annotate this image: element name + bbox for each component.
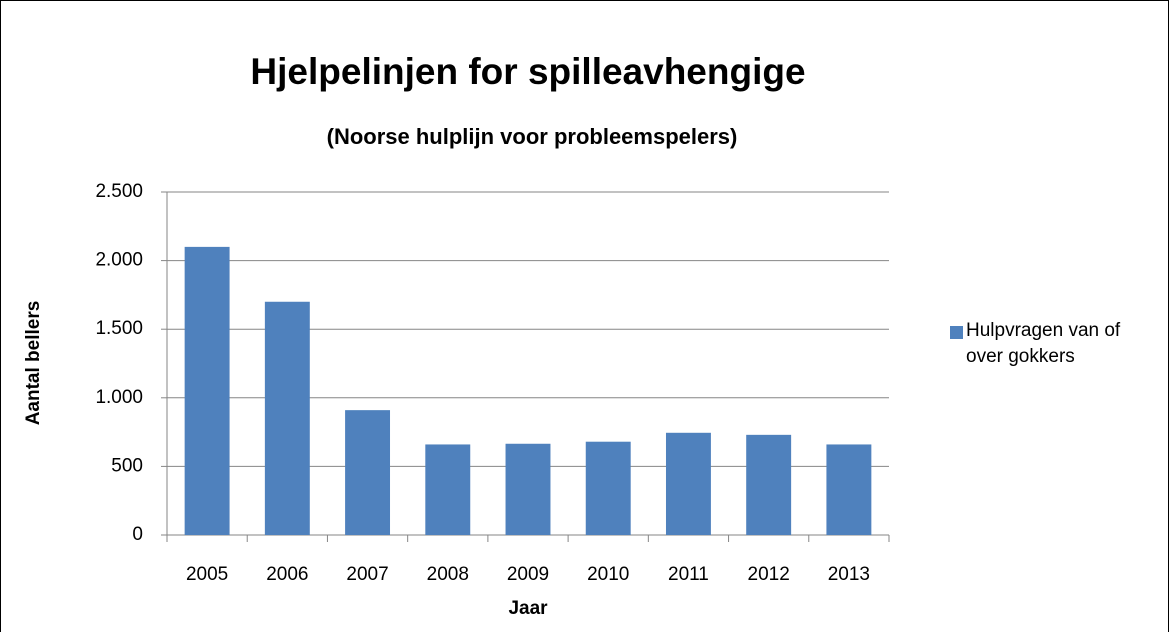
chart-title: Hjelpelinjen for spilleavhengige [250, 51, 805, 92]
bar [746, 434, 792, 535]
y-tick-label: 1.500 [95, 318, 143, 339]
x-tick-label: 2006 [266, 564, 308, 585]
x-tick-label: 2005 [186, 564, 228, 585]
bar [585, 441, 631, 535]
y-tick-label: 500 [111, 455, 143, 476]
y-tick-label: 2.500 [95, 181, 143, 202]
x-tick-label: 2010 [587, 564, 629, 585]
bar [425, 444, 471, 535]
y-tick-label: 0 [132, 524, 143, 545]
x-tick-label: 2008 [427, 564, 469, 585]
legend-label: Hulpvragen van of over gokkers [966, 320, 1121, 367]
x-tick-label: 2009 [507, 564, 549, 585]
bar [345, 410, 391, 535]
bar [826, 444, 872, 535]
y-tick-label: 2.000 [95, 250, 143, 271]
bar [665, 432, 711, 535]
chart-subtitle: (Noorse hulplijn voor probleemspelers) [327, 124, 738, 149]
x-tick-label: 2012 [748, 564, 790, 585]
bar [264, 301, 310, 535]
bar [505, 443, 551, 535]
x-tick-label: 2011 [668, 564, 709, 585]
x-tick-label: 2013 [828, 564, 870, 585]
y-tick-label: 1.000 [95, 387, 143, 408]
x-axis-title: Jaar [508, 598, 548, 619]
y-axis-title: Aantal bellers [23, 301, 44, 426]
legend-swatch [950, 326, 963, 339]
bar [184, 246, 230, 535]
x-tick-label: 2007 [346, 564, 388, 585]
